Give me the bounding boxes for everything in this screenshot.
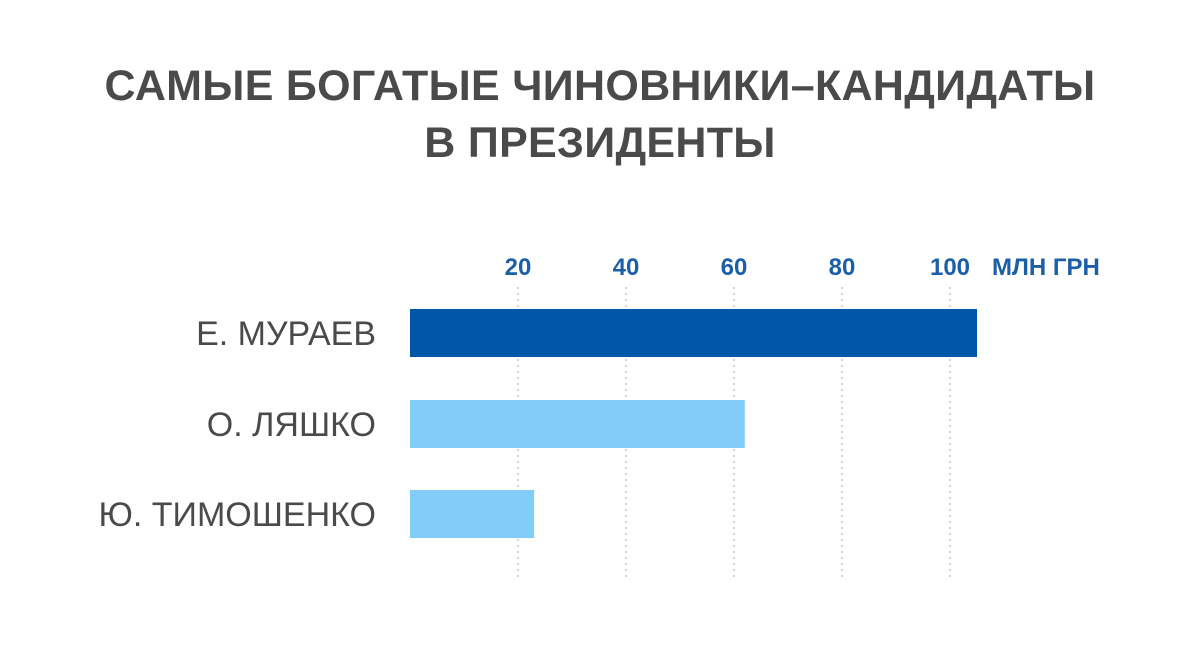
x-axis-ticks: 20 40 60 80 100 МЛН ГРН	[505, 254, 1100, 281]
category-labels: Е. МУРАЕВ О. ЛЯШКО Ю. ТИМОШЕНКО	[99, 315, 376, 534]
unit-label: МЛН ГРН	[992, 254, 1100, 281]
bar-3	[410, 490, 535, 538]
bar-1	[410, 309, 977, 357]
x-tick-label-100: 100	[930, 254, 970, 281]
x-tick-label-80: 80	[829, 254, 856, 281]
bar-2	[410, 400, 745, 448]
category-label-3: Ю. ТИМОШЕНКО	[99, 496, 376, 534]
chart-title-line-2: В ПРЕЗИДЕНТЫ	[424, 119, 776, 167]
chart-title-line-1: САМЫЕ БОГАТЫЕ ЧИНОВНИКИ–КАНДИДАТЫ	[104, 62, 1096, 110]
chart-title: САМЫЕ БОГАТЫЕ ЧИНОВНИКИ–КАНДИДАТЫ В ПРЕЗ…	[0, 58, 1200, 172]
category-label-2: О. ЛЯШКО	[207, 406, 376, 444]
x-tick-label-40: 40	[613, 254, 640, 281]
category-label-1: Е. МУРАЕВ	[196, 315, 376, 353]
x-tick-label-20: 20	[505, 254, 532, 281]
x-tick-label-60: 60	[721, 254, 748, 281]
bars	[410, 309, 977, 538]
